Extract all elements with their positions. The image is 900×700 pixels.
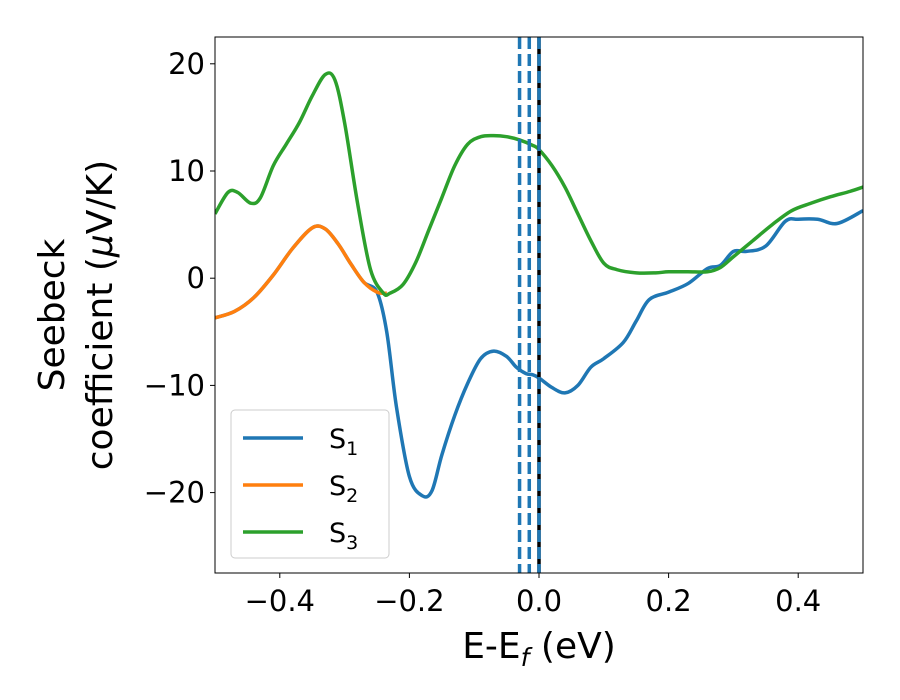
y-tick-label: −10 [144,368,205,402]
y-tick-label: 10 [168,154,205,188]
x-tick-label: 0.4 [775,584,821,618]
x-tick-label: −0.4 [245,584,315,618]
y-tick-label: −20 [144,476,205,510]
y-tick-label: 20 [168,47,205,81]
legend-label-s3: S3 [329,518,358,554]
legend-label-s2: S2 [329,471,358,507]
y-tick-label: 0 [187,261,205,295]
x-axis-label: E-Ef (eV) [462,626,616,672]
y-axis-label-line2: coefficient (μV/K) [80,160,121,470]
legend-label-s1: S1 [329,424,358,460]
legend-box [230,409,390,559]
x-tick-label: −0.2 [374,584,444,618]
series-line-s3 [215,71,863,298]
x-tick-label: 0.0 [516,584,562,618]
series-line-s2 [215,224,387,320]
x-tick-label: 0.2 [646,584,692,618]
y-axis-label-line1: Seebeck [32,238,73,391]
